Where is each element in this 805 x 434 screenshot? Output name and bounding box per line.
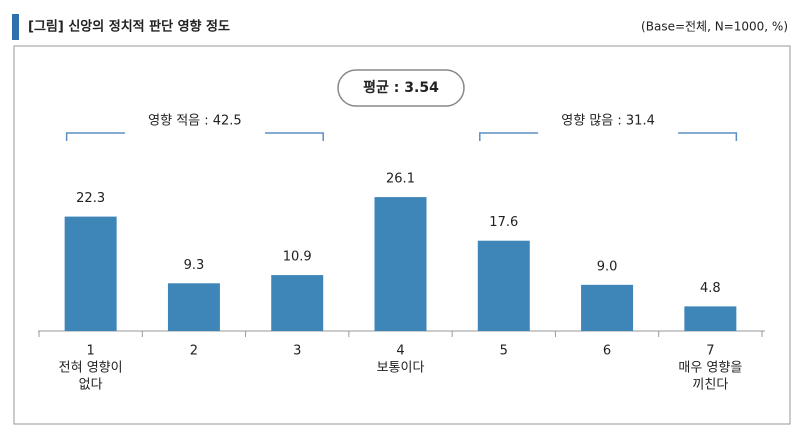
- title-marker: [12, 14, 19, 40]
- x-tick-label: 6: [603, 344, 611, 359]
- bar: [64, 216, 117, 331]
- data-label: 10.9: [283, 250, 312, 265]
- x-tick-label: 7: [706, 344, 714, 359]
- bracket-label: 영향 많음 : 31.4: [561, 114, 655, 129]
- x-tick-label: 3: [293, 344, 301, 359]
- data-label: 17.6: [489, 215, 518, 230]
- bar: [477, 240, 530, 331]
- bar: [684, 306, 737, 331]
- bar: [374, 197, 427, 331]
- data-label: 26.1: [386, 172, 415, 187]
- bracket-label-bg: [538, 125, 679, 141]
- x-tick-label: 2: [190, 344, 198, 359]
- x-tick-label: 보통이다: [377, 361, 425, 376]
- x-tick-label: 없다: [79, 378, 103, 393]
- data-label: 22.3: [76, 191, 105, 206]
- x-tick-label: 끼친다: [692, 378, 728, 393]
- x-tick-label: 4: [396, 344, 404, 359]
- data-label: 4.8: [700, 281, 721, 296]
- base-note: (Base=전체, N=1000, %): [641, 20, 788, 34]
- x-tick-label: 1: [87, 344, 95, 359]
- x-tick-label: 전혀 영향이: [59, 361, 123, 376]
- data-label: 9.0: [597, 259, 618, 274]
- x-tick-label: 매우 영향을: [678, 361, 742, 376]
- bar: [581, 284, 634, 331]
- bracket-label: 영향 적음 : 42.5: [148, 114, 242, 129]
- x-tick-label: 5: [500, 344, 508, 359]
- mean-label: 평균 : 3.54: [363, 79, 439, 96]
- chart-title: [그림] 신앙의 정치적 판단 영향 정도: [28, 19, 230, 35]
- data-label: 9.3: [184, 258, 205, 273]
- bar: [271, 275, 324, 331]
- mean-pill: [337, 69, 465, 107]
- bar: [167, 283, 220, 331]
- chart-frame: [13, 45, 791, 425]
- bracket-label-bg: [124, 125, 265, 141]
